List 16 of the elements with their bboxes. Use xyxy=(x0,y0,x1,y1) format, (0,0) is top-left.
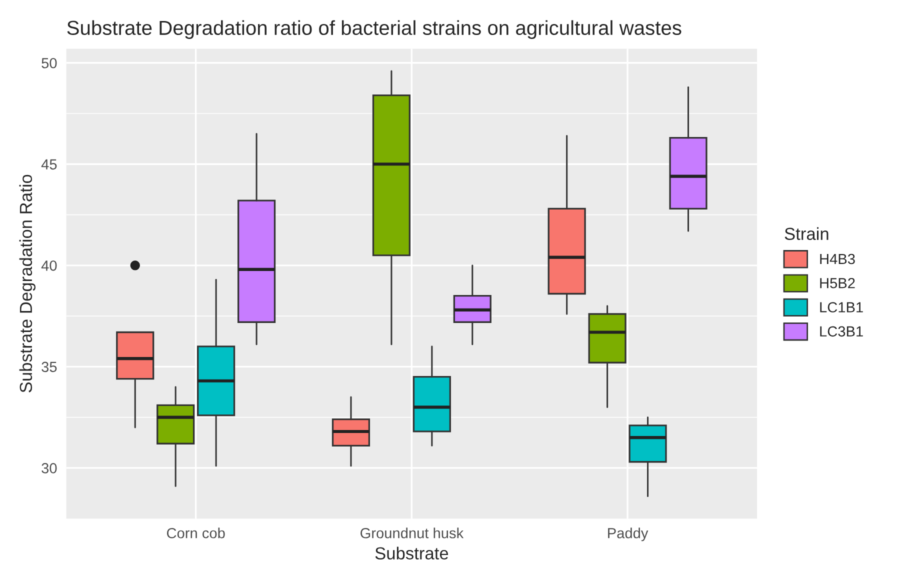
y-tick-label: 40 xyxy=(41,260,57,271)
x-axis-title: Substrate xyxy=(375,546,448,560)
y-tick-label: 35 xyxy=(42,362,57,372)
y-tick-label: 50 xyxy=(42,58,57,68)
chart-title: Substrate Degradation ratio of bacterial strains on agricultural wastes xyxy=(67,20,682,39)
x-tick-label: Corn cob xyxy=(166,528,225,538)
legend-title: Strain xyxy=(784,227,828,240)
legend-label: H4B3 xyxy=(820,254,855,264)
y-tick-label: 45 xyxy=(41,159,57,170)
y-tick-label: 30 xyxy=(42,463,57,474)
legend-label: LC3B1 xyxy=(820,326,863,337)
legend-label: H5B2 xyxy=(820,278,855,288)
y-axis-title: Substrate Degradation Ratio xyxy=(19,174,36,392)
legend-label: LC1B1 xyxy=(820,302,863,312)
x-tick-label: Paddy xyxy=(608,528,648,542)
x-tick-label: Groundnut husk xyxy=(360,528,464,538)
